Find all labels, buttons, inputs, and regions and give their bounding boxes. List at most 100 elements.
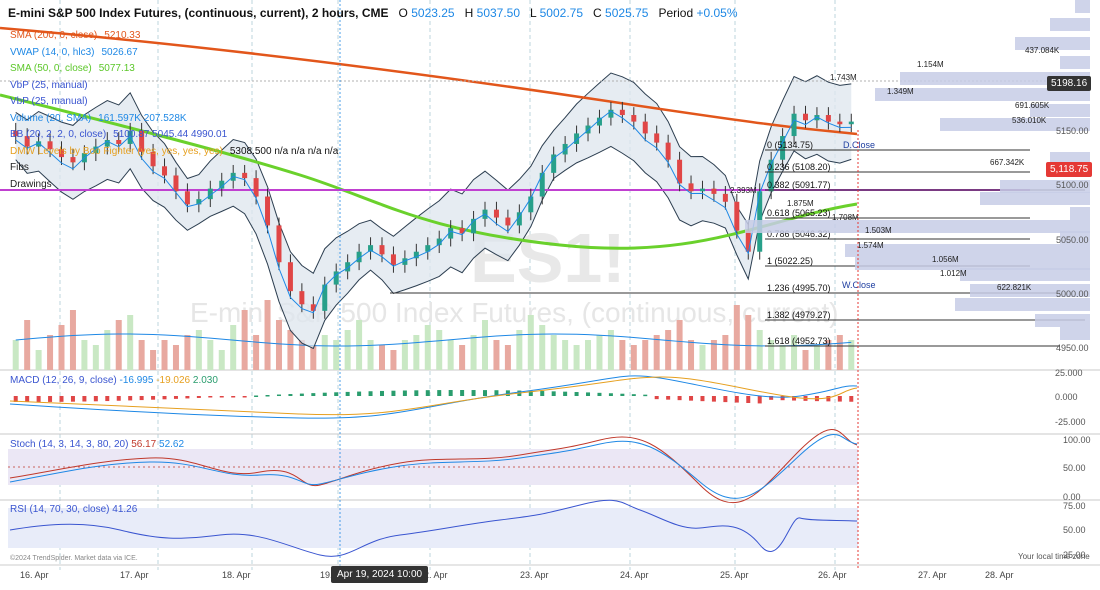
- last-price-tag: 5,118.75: [1046, 162, 1093, 177]
- candle: [116, 132, 122, 152]
- candle: [562, 136, 568, 163]
- low-value: 5002.75: [539, 6, 584, 20]
- macd-histogram-bar: [757, 396, 762, 404]
- volume-profile-bar: [1030, 104, 1090, 117]
- candle-body: [104, 140, 110, 147]
- indicator-legend-item[interactable]: VWAP (14, 0, hlc3) 5026.67: [10, 47, 138, 58]
- indicator-legend-item[interactable]: VbP (25, manual): [10, 96, 88, 107]
- indicator-legend-item[interactable]: BB (20, 2, 2, 0, close) 5100.87 5045.44 4…: [10, 129, 227, 140]
- candle-body: [505, 217, 511, 226]
- candle: [505, 209, 511, 234]
- candle: [768, 151, 774, 200]
- candle-body: [528, 196, 534, 213]
- indicator-legend-item[interactable]: Volume (20, SMA) 161.597K 207.528K: [10, 113, 187, 124]
- rsi-axis-tick: 75.00: [1063, 501, 1086, 511]
- fib-level-label: 1.618 (4952.73): [767, 336, 831, 346]
- x-axis-label: 26. Apr: [818, 570, 847, 580]
- volume-bar: [710, 340, 717, 370]
- volume-bar: [287, 330, 294, 370]
- macd-histogram-bar: [448, 390, 453, 396]
- candle-body: [287, 262, 293, 292]
- macd-histogram-bar: [837, 396, 842, 402]
- candle-body: [791, 113, 797, 137]
- candle-body: [219, 180, 225, 189]
- macd-histogram-bar: [82, 396, 87, 402]
- candle: [207, 180, 213, 208]
- indicator-legend-item[interactable]: SMA (200, 0, close) 5210.33: [10, 30, 140, 41]
- x-axis-label: 28. Apr: [985, 570, 1014, 580]
- macd-histogram-bar: [48, 396, 53, 402]
- volume-bar: [539, 325, 546, 370]
- volume-bar: [333, 340, 340, 370]
- macd-histogram-bar: [437, 390, 442, 396]
- indicator-legend-item[interactable]: Fibs: [10, 162, 29, 173]
- macd-histogram-bar: [185, 396, 190, 399]
- candle-body: [59, 149, 65, 158]
- volume-profile-bar: [855, 257, 1090, 270]
- macd-histogram-bar: [826, 396, 831, 402]
- macd-histogram-bar: [677, 396, 682, 401]
- macd-histogram-bar: [322, 392, 327, 396]
- volume-bar: [447, 340, 454, 370]
- macd-histogram-bar: [128, 396, 133, 401]
- macd-histogram-bar: [288, 394, 293, 396]
- macd-histogram-bar: [631, 394, 636, 396]
- volume-bar: [653, 335, 660, 370]
- macd-histogram-bar: [208, 396, 213, 398]
- candle-body: [814, 115, 820, 121]
- candle: [162, 158, 168, 184]
- candle-body: [722, 193, 728, 202]
- volume-bar: [195, 330, 202, 370]
- candle-body: [127, 130, 133, 144]
- candle-body: [665, 142, 671, 160]
- candle-body: [116, 140, 122, 144]
- candle-body: [322, 284, 328, 311]
- volume-bar: [47, 335, 54, 370]
- candle: [608, 101, 614, 126]
- volume-profile-bar: [1000, 180, 1090, 193]
- macd-histogram-bar: [608, 393, 613, 396]
- candle: [24, 128, 30, 155]
- macd-histogram-bar: [173, 396, 178, 399]
- volume-bar: [298, 340, 305, 370]
- volume-bar: [504, 345, 511, 370]
- indicator-legend-item[interactable]: SMA (50, 0, close) 5077.13: [10, 63, 135, 74]
- volume-profile-bar: [900, 72, 1090, 85]
- stoch-legend[interactable]: Stoch (14, 3, 14, 3, 80, 20) 56.17 52.62: [10, 439, 184, 450]
- candle-body: [413, 251, 419, 259]
- fib-level-label: 0.786 (5046.32): [767, 229, 831, 239]
- sma200-price-tag: 5198.16: [1047, 76, 1092, 91]
- indicator-legend-item[interactable]: VbP (25, manual): [10, 80, 88, 91]
- candle-body: [539, 172, 545, 197]
- candle: [287, 254, 293, 300]
- candle-body: [207, 188, 213, 200]
- candle: [322, 276, 328, 319]
- candle: [70, 149, 76, 171]
- macd-label: MACD (12, 26, 9, close): [10, 375, 117, 386]
- macd-histogram-bar: [689, 396, 694, 401]
- volume-bar: [493, 340, 500, 370]
- macd-histogram-bar: [242, 396, 247, 398]
- local-time-label[interactable]: Your local time zone: [1018, 552, 1090, 561]
- volume-profile-bar: [845, 244, 1090, 257]
- volume-bar: [791, 335, 798, 370]
- volume-bar: [585, 340, 592, 370]
- macd-histogram-bar: [414, 390, 419, 396]
- macd-histogram-bar: [276, 394, 281, 397]
- indicator-legend-item[interactable]: Drawings: [10, 179, 52, 190]
- chart-header: E-mini S&P 500 Index Futures, (continuou…: [8, 6, 738, 20]
- rsi-legend[interactable]: RSI (14, 70, 30, close) 41.26: [10, 504, 137, 515]
- volume-profile-label: 437.084K: [1025, 46, 1060, 55]
- volume-profile-bar: [1035, 314, 1090, 327]
- macd-histogram-bar: [574, 392, 579, 396]
- macd-legend[interactable]: MACD (12, 26, 9, close) -16.995 -19.026 …: [10, 375, 218, 386]
- indicator-legend-item[interactable]: DMW Levels by Boo Fighter (yes, yes, yes…: [10, 146, 338, 157]
- macd-histogram-bar: [13, 396, 18, 402]
- candle-body: [711, 188, 717, 194]
- candle-body: [654, 133, 660, 143]
- candle-body: [471, 218, 477, 234]
- volume-bar: [607, 330, 614, 370]
- d-close-label: D.Close: [843, 140, 875, 150]
- candle: [448, 220, 454, 247]
- candle: [104, 132, 110, 155]
